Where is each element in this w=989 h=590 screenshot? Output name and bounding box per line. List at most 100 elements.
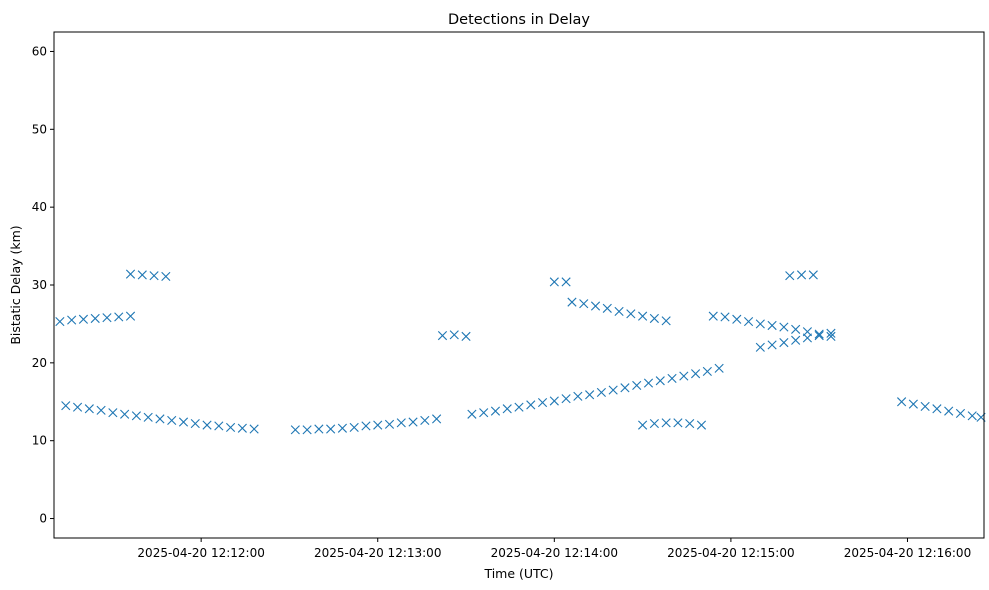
data-point xyxy=(373,420,383,430)
data-point xyxy=(785,271,795,281)
data-point xyxy=(526,400,536,410)
data-point xyxy=(61,401,71,411)
data-point xyxy=(55,316,65,327)
data-point xyxy=(590,301,601,311)
data-point xyxy=(561,277,571,287)
data-point xyxy=(467,409,477,419)
data-point xyxy=(667,373,677,384)
data-point xyxy=(108,408,118,418)
data-point xyxy=(643,378,654,388)
data-point xyxy=(743,316,754,327)
data-point xyxy=(396,418,406,428)
data-point xyxy=(502,404,512,414)
data-point xyxy=(131,411,141,421)
y-axis: 0 10 20 30 40 50 60 xyxy=(32,44,54,526)
data-point xyxy=(767,320,777,331)
data-point xyxy=(349,422,359,433)
data-point xyxy=(932,404,942,414)
data-point xyxy=(897,397,907,407)
data-point xyxy=(479,408,489,418)
data-point xyxy=(102,313,112,323)
data-point xyxy=(596,387,606,398)
data-point xyxy=(826,331,836,341)
data-point xyxy=(326,424,336,434)
data-point xyxy=(579,299,589,309)
data-point xyxy=(361,421,371,431)
data-point xyxy=(449,330,459,340)
data-point xyxy=(161,271,171,282)
data-point xyxy=(314,424,324,434)
data-point xyxy=(908,399,918,409)
data-point xyxy=(420,415,430,426)
data-point xyxy=(791,324,801,334)
data-point xyxy=(90,313,100,324)
data-point xyxy=(149,271,159,281)
x-tick-label: 2025-04-20 12:16:00 xyxy=(844,546,971,560)
data-point xyxy=(143,412,153,422)
data-point xyxy=(549,396,559,406)
data-point xyxy=(167,415,177,426)
data-point xyxy=(537,397,548,408)
data-point xyxy=(78,314,89,324)
data-point xyxy=(337,423,348,433)
data-point xyxy=(290,425,300,435)
data-point xyxy=(72,402,83,412)
y-tick-label: 60 xyxy=(32,44,47,58)
plot-frame xyxy=(53,31,985,539)
data-point xyxy=(649,313,659,324)
y-axis-title: Bistatic Delay (km) xyxy=(8,225,23,344)
data-point xyxy=(690,369,701,379)
data-point xyxy=(549,277,559,287)
data-point xyxy=(755,319,765,329)
data-point xyxy=(190,418,200,429)
data-point xyxy=(779,338,789,348)
data-point xyxy=(944,406,954,416)
data-point xyxy=(125,269,136,279)
x-axis: 2025-04-20 12:12:00 2025-04-20 12:13:00 20… xyxy=(137,538,971,560)
data-point xyxy=(638,311,648,321)
data-point xyxy=(490,406,501,416)
data-point xyxy=(808,270,818,280)
data-point xyxy=(661,418,671,428)
data-point xyxy=(249,424,259,434)
y-tick-label: 0 xyxy=(39,512,47,526)
data-point xyxy=(125,311,136,321)
data-point xyxy=(755,342,765,352)
data-point xyxy=(561,394,571,404)
data-point xyxy=(302,425,312,435)
data-point xyxy=(432,414,442,424)
data-point xyxy=(384,419,395,429)
data-point xyxy=(696,420,707,430)
data-point xyxy=(626,309,636,319)
data-point xyxy=(602,303,612,313)
data-point xyxy=(567,297,577,307)
data-point xyxy=(714,363,724,373)
data-point xyxy=(720,312,730,322)
data-point xyxy=(920,401,930,412)
data-point xyxy=(461,331,471,341)
data-point xyxy=(655,376,665,386)
data-point xyxy=(225,422,236,433)
data-point xyxy=(679,371,689,381)
data-point xyxy=(96,405,106,415)
data-point xyxy=(632,380,642,391)
x-tick-label: 2025-04-20 12:14:00 xyxy=(491,546,618,560)
data-point xyxy=(702,366,712,376)
y-tick-label: 30 xyxy=(32,278,47,292)
data-point xyxy=(673,418,683,428)
data-point xyxy=(649,418,659,429)
data-point xyxy=(573,391,583,401)
data-point xyxy=(708,311,718,321)
y-tick-label: 50 xyxy=(32,122,47,136)
y-tick-label: 10 xyxy=(32,434,47,448)
data-point xyxy=(638,420,648,430)
data-point xyxy=(967,411,977,421)
data-point xyxy=(137,270,147,280)
data-point xyxy=(791,335,801,345)
data-point xyxy=(620,383,630,393)
data-point xyxy=(767,340,777,350)
data-point xyxy=(802,327,813,337)
data-point xyxy=(955,408,966,419)
x-tick-label: 2025-04-20 12:15:00 xyxy=(667,546,794,560)
plot-area xyxy=(55,269,986,435)
